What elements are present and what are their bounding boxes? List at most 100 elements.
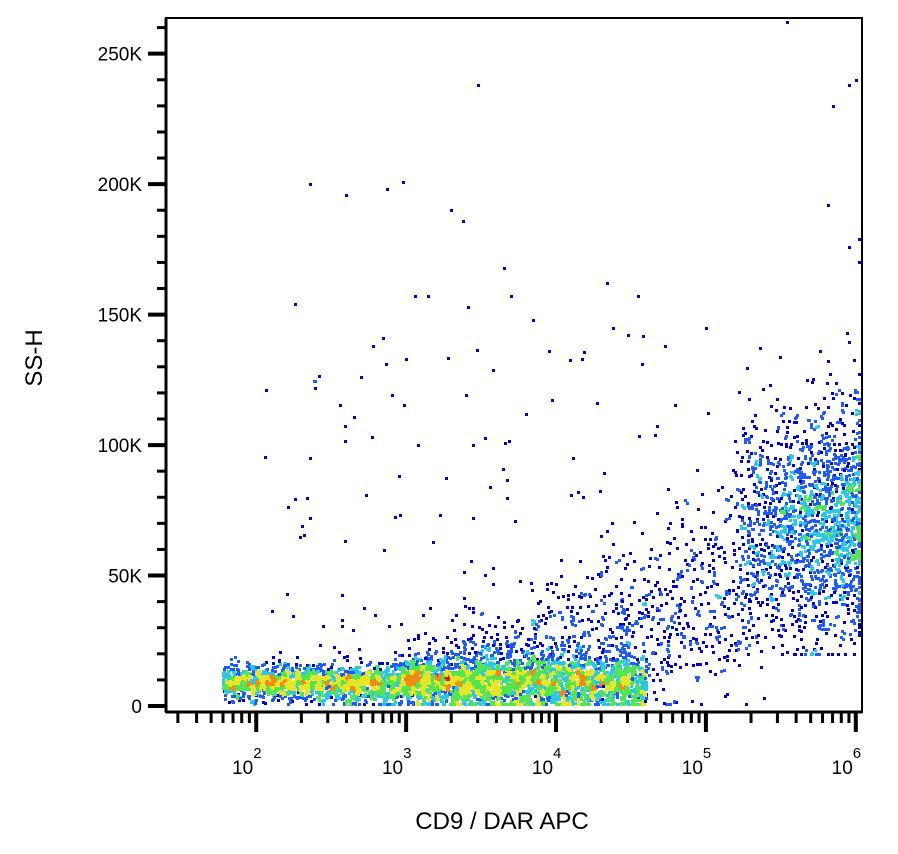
data-point — [335, 674, 338, 677]
data-point — [547, 691, 550, 694]
data-point — [727, 615, 730, 618]
data-point — [325, 696, 328, 699]
data-point — [509, 671, 512, 674]
data-point — [262, 672, 265, 675]
data-point — [463, 642, 466, 645]
data-point — [265, 682, 268, 685]
data-point — [349, 683, 352, 686]
data-point — [263, 688, 266, 691]
data-point — [611, 667, 614, 670]
data-point — [239, 697, 242, 700]
data-point — [305, 668, 308, 671]
data-point — [716, 629, 719, 632]
data-point — [594, 677, 597, 680]
data-point — [298, 675, 301, 678]
data-point — [332, 691, 335, 694]
data-point — [541, 694, 544, 697]
data-point — [472, 667, 475, 670]
data-point — [463, 684, 466, 687]
data-point — [262, 701, 265, 704]
data-point — [660, 604, 663, 607]
data-point — [332, 677, 335, 680]
data-point — [517, 672, 520, 675]
data-point — [323, 675, 326, 678]
data-point — [418, 671, 421, 674]
data-point — [373, 667, 376, 670]
data-point — [390, 691, 393, 694]
data-point — [700, 580, 703, 583]
data-point — [582, 645, 585, 648]
data-point — [553, 695, 556, 698]
data-point — [764, 636, 767, 639]
data-point — [308, 687, 311, 690]
data-point — [410, 701, 413, 704]
data-point — [273, 692, 276, 695]
data-point — [631, 699, 634, 702]
data-point — [638, 617, 641, 620]
data-point — [595, 699, 598, 702]
data-point — [414, 674, 417, 677]
data-point — [300, 696, 303, 699]
data-point — [416, 658, 419, 661]
data-point — [408, 694, 411, 697]
data-point — [467, 689, 470, 692]
data-point — [346, 670, 349, 673]
data-point — [568, 668, 571, 671]
data-point — [602, 685, 605, 688]
data-point — [362, 683, 365, 686]
data-point — [267, 672, 270, 675]
data-point — [510, 686, 513, 689]
data-point — [281, 697, 284, 700]
data-point — [561, 672, 564, 675]
data-point — [503, 699, 506, 702]
data-point — [683, 600, 686, 603]
data-point — [622, 644, 625, 647]
data-point — [570, 667, 573, 670]
data-point — [586, 682, 589, 685]
data-point — [276, 665, 279, 668]
data-point — [496, 680, 499, 683]
data-point — [494, 676, 497, 679]
data-point — [723, 605, 726, 608]
data-point — [244, 678, 247, 681]
data-point — [459, 678, 462, 681]
data-point — [422, 676, 425, 679]
data-point — [739, 581, 742, 584]
data-point — [580, 689, 583, 692]
data-point — [317, 681, 320, 684]
data-point — [499, 692, 502, 695]
data-point — [600, 642, 603, 645]
data-point — [463, 692, 466, 695]
data-point — [565, 685, 568, 688]
data-point — [499, 647, 502, 650]
data-point — [463, 657, 466, 660]
data-point — [352, 683, 355, 686]
data-point — [345, 700, 348, 703]
data-point — [224, 684, 227, 687]
data-point — [684, 499, 687, 502]
data-point — [496, 638, 499, 641]
data-point — [304, 675, 307, 678]
data-point — [316, 696, 319, 699]
data-point — [340, 683, 343, 686]
data-point — [628, 683, 631, 686]
data-point — [391, 703, 394, 706]
data-point — [762, 559, 765, 562]
data-point — [510, 700, 513, 703]
data-point — [279, 695, 282, 698]
data-point — [379, 668, 382, 671]
data-point — [572, 654, 575, 657]
data-point — [728, 592, 731, 595]
data-point — [517, 619, 520, 622]
data-point — [281, 676, 284, 679]
data-point — [342, 673, 345, 676]
data-point — [465, 699, 468, 702]
data-point — [604, 678, 607, 681]
data-point — [446, 676, 449, 679]
data-point — [358, 698, 361, 701]
data-point — [352, 676, 355, 679]
data-point — [647, 667, 650, 670]
data-point — [242, 699, 245, 702]
data-point — [606, 703, 609, 706]
data-point — [612, 700, 615, 703]
